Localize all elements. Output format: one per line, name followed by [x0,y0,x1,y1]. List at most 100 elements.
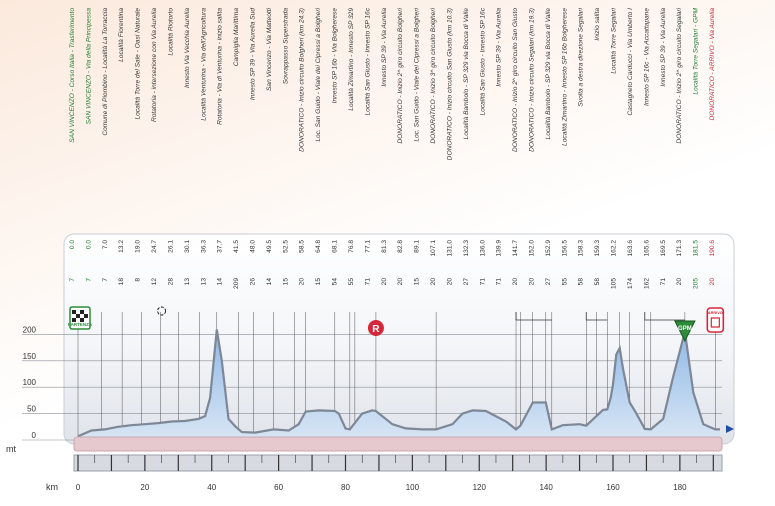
waypoint-km: 0.0 [85,240,92,249]
waypoint-altitude: 14 [217,278,224,286]
waypoint-km: 19.0 [135,240,142,253]
waypoint-altitude: 55 [348,278,355,286]
waypoint-km: 77.1 [364,240,371,253]
waypoint-altitude: 105 [611,278,618,289]
y-tick-label: 0 [32,431,37,440]
checker-square [72,318,76,322]
waypoint-altitude: 15 [414,278,421,286]
waypoint-km: 0.0 [69,240,76,249]
waypoint-km: 132.3 [463,240,470,257]
waypoint-name: DONORATICO - Inizio circuito Segalari (k… [528,8,535,152]
waypoint-altitude: 205 [693,278,700,289]
waypoint-altitude: 71 [479,278,486,286]
waypoint-name: Sovrappasso Superstrada [282,8,289,85]
x-tick-label: 140 [539,483,553,492]
waypoint-name: Località Zimartino - Innesto SP 329 [348,8,355,111]
waypoint-altitude: 55 [561,278,568,286]
waypoint-km: 26.1 [167,240,174,253]
circuit-bracket [585,312,608,321]
waypoint-name: Castagneto Carducci - Via Umberto I [627,8,634,116]
x-tick-label: 40 [207,483,216,492]
waypoint-km: 82.8 [397,240,404,253]
waypoint-name: Svolta a destra direzione Segalari [578,7,585,106]
waypoint-km: 163.6 [627,240,634,257]
x-axis-title: km [46,482,58,492]
waypoint-km: 181.5 [693,240,700,257]
refreshment-label: R [372,324,380,335]
waypoint-name: Innesto SP 16c - Via Accattapane [643,8,650,106]
checker-square [72,310,76,314]
waypoint-altitude: 54 [332,278,339,286]
gpm-label: GPM [678,326,692,332]
waypoint-name: SAN VINCENZO - Corso Italia - Trasferime… [69,8,76,143]
waypoint-km: 141.7 [512,240,519,257]
waypoint-km: 76.8 [348,240,355,253]
waypoint-name: DONORATICO - ARRIVO - Via Aurelia [709,8,716,121]
waypoint-name: DONORATICO - Inizio circuito Bolgheri (k… [299,8,306,152]
waypoint-altitude: 7 [69,278,76,282]
checker-square [80,318,84,322]
waypoint-altitude: 20 [430,278,437,286]
waypoint-name: Loc. San Guido - Viale dei Cipressi a Bo… [414,7,421,141]
waypoint-altitude: 71 [660,278,667,286]
checker-square [84,314,88,318]
waypoint-labels: SAN VINCENZO - Corso Italia - Trasferime… [69,7,716,289]
elevation-line [77,329,720,438]
start-flag-label: PARTENZA [68,322,93,327]
waypoint-name: DONORATICO - Inizio 2^ giro circuito Seg… [676,7,683,143]
waypoint-km: 37.7 [217,240,224,253]
waypoint-km: 52.5 [282,240,289,253]
waypoint-km: 7.0 [102,240,109,249]
waypoint-altitude: 71 [496,278,503,286]
waypoint-altitude: 20 [299,278,306,286]
waypoint-name: Località Venturina - Via dell'Agricoltur… [200,8,207,121]
waypoint-lines [77,312,716,437]
x-tick-label: 20 [140,483,149,492]
waypoint-name: DONORATICO - Inizio 3^ giro circuito Bol… [430,7,437,143]
waypoint-name: SAN VINCENZO - Via della Principessa [85,8,92,125]
waypoint-km: 190.6 [709,240,716,257]
waypoint-km: 68.1 [332,240,339,253]
elevation-area [77,329,720,440]
waypoint-altitude: 12 [151,278,158,286]
waypoint-name: Rotatoria - Via di Venturina - inizio sa… [217,8,224,125]
waypoint-altitude: 28 [167,278,174,286]
distance-ruler [73,454,723,472]
waypoint-altitude: 20 [381,278,388,286]
waypoint-name: Località Bambolo - SP 329 via Bocca di V… [545,8,552,140]
waypoint-altitude: 15 [315,278,322,286]
waypoint-altitude: 13 [184,278,191,286]
waypoint-name: Campiglia Marittima [233,8,240,67]
ground-band [73,436,723,452]
waypoint-altitude: 7 [85,278,92,282]
waypoint-altitude: 58 [578,278,585,286]
waypoint-altitude: 20 [528,278,535,286]
roundabout-icon [157,306,167,316]
waypoint-km: 81.3 [381,240,388,253]
waypoint-name: DONORATICO - Inizio 2^ giro circuito San… [512,8,519,152]
finish-gate-icon [710,317,720,328]
checker-square [76,314,80,318]
waypoint-altitude: 15 [282,278,289,286]
waypoint-km: 158.3 [578,240,585,257]
waypoint-km: 159.3 [594,240,601,257]
waypoint-name: Innesto SP 39 - Via Aurelia [496,8,503,87]
waypoint-km: 152.9 [545,240,552,257]
waypoint-km: 136.0 [479,240,486,257]
waypoint-name: Innesto SP 39 - Via Aurelia [381,8,388,87]
waypoint-km: 89.1 [414,240,421,253]
y-tick-label: 100 [23,378,37,387]
waypoint-altitude: 7 [102,278,109,282]
x-tick-label: 100 [406,483,420,492]
waypoint-altitude: 162 [643,278,650,289]
waypoint-altitude: 20 [676,278,683,286]
waypoint-altitude: 20 [446,278,453,286]
waypoint-km: 36.3 [200,240,207,253]
waypoint-name: DONORATICO - Inizio 2^ giro circuito Bol… [397,7,404,143]
finish-label: ARRIVO [708,311,723,315]
x-tick-label: 120 [473,483,487,492]
waypoint-name: San Vincenzo - Via Matteotti [266,7,273,90]
waypoint-altitude: 20 [709,278,716,286]
waypoint-name: Comune di Piombino - Località La Torracc… [102,8,109,136]
waypoint-name: Località San Giusto - Innesto SP 16c [479,7,486,115]
